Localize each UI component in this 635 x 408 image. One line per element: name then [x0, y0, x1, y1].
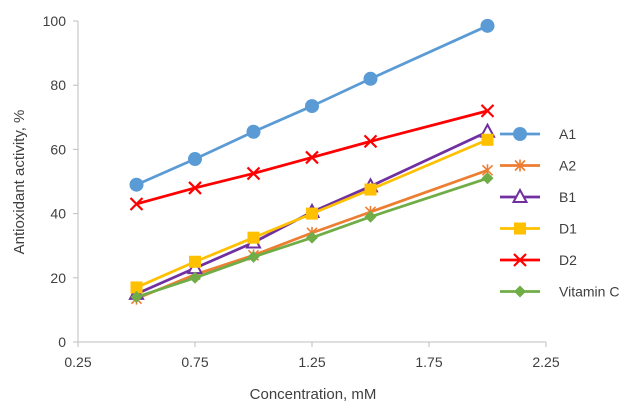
x-tick-label: 0.75	[181, 354, 208, 370]
data-point-d2	[188, 181, 202, 195]
data-point-d1	[481, 133, 494, 146]
data-point-a1	[129, 177, 144, 192]
legend-item-d2: D2	[500, 252, 577, 268]
series-line-d1	[135, 138, 489, 289]
legend-item-b1: B1	[500, 187, 576, 205]
data-point-a1	[246, 124, 261, 139]
y-axis-title: Antioxidant activity, %	[11, 110, 28, 255]
x-tick-label: 0.25	[64, 354, 91, 370]
series-line-vitamin-c	[136, 176, 488, 299]
legend-label: D1	[559, 221, 577, 237]
legend-swatch-marker	[511, 187, 529, 203]
legend-label: Vitamin C	[559, 284, 619, 300]
legend-label: A1	[559, 126, 576, 142]
axes: 0 20 40 60 80 100 0.25 0.75 1.25 1.75 2.25	[43, 13, 560, 370]
y-tick-label: 20	[50, 270, 66, 286]
x-tick-label: 1.75	[415, 354, 442, 370]
data-point-vitamin-c	[189, 271, 201, 284]
y-tick-label: 80	[50, 77, 66, 93]
y-tick-label: 100	[43, 13, 67, 29]
legend-swatch-marker	[514, 285, 526, 298]
data-point-d1	[130, 281, 143, 294]
series-d1	[130, 133, 494, 294]
x-tick-label: 2.25	[532, 354, 559, 370]
legend-item-d1: D1	[500, 221, 577, 237]
legend-item-vitamin-c: Vitamin C	[500, 284, 619, 300]
data-point-d2	[363, 134, 378, 149]
series-line-a2	[135, 168, 488, 300]
legend-swatch-marker	[514, 222, 526, 235]
data-point-d1	[247, 231, 260, 244]
series-vitamin-c	[130, 172, 494, 304]
data-point-d2	[246, 166, 261, 181]
data-point-vitamin-c	[364, 210, 377, 223]
data-point-a1	[188, 152, 202, 167]
data-point-d2	[305, 150, 319, 165]
data-point-vitamin-c	[247, 250, 260, 263]
series-line-d2	[136, 109, 488, 206]
data-point-vitamin-c	[306, 231, 318, 244]
legend: A1 A2 B1 D1 D2 Vitamin C	[500, 126, 619, 300]
data-point-d1	[306, 207, 318, 220]
data-point-d1	[189, 255, 201, 268]
series-line-a1	[135, 24, 489, 186]
data-point-d1	[364, 183, 377, 196]
data-point-d2	[480, 104, 495, 118]
data-point-d2	[129, 197, 144, 211]
legend-swatch-marker	[513, 127, 527, 141]
legend-item-a2: A2	[500, 158, 576, 174]
y-tick-label: 40	[50, 206, 66, 222]
y-tick-label: 60	[50, 141, 66, 157]
x-tick-label: 1.25	[298, 354, 325, 370]
legend-item-a1: A1	[500, 126, 576, 142]
series-line-b1	[135, 130, 489, 296]
y-tick-label: 0	[58, 334, 66, 350]
series-d2	[129, 104, 495, 211]
legend-label: D2	[559, 252, 577, 268]
data-point-vitamin-c	[481, 172, 494, 185]
legend-swatch-marker	[513, 253, 527, 267]
data-point-a1	[480, 18, 495, 33]
legend-swatch-marker	[514, 159, 526, 172]
x-axis-title: Concentration, mM	[250, 386, 377, 403]
legend-label: A2	[559, 158, 576, 174]
series-a1	[129, 18, 495, 192]
data-point-a1	[363, 71, 378, 86]
data-point-a1	[305, 99, 319, 114]
data-point-vitamin-c	[130, 291, 143, 304]
legend-label: B1	[559, 189, 576, 205]
series-layer	[128, 18, 496, 305]
